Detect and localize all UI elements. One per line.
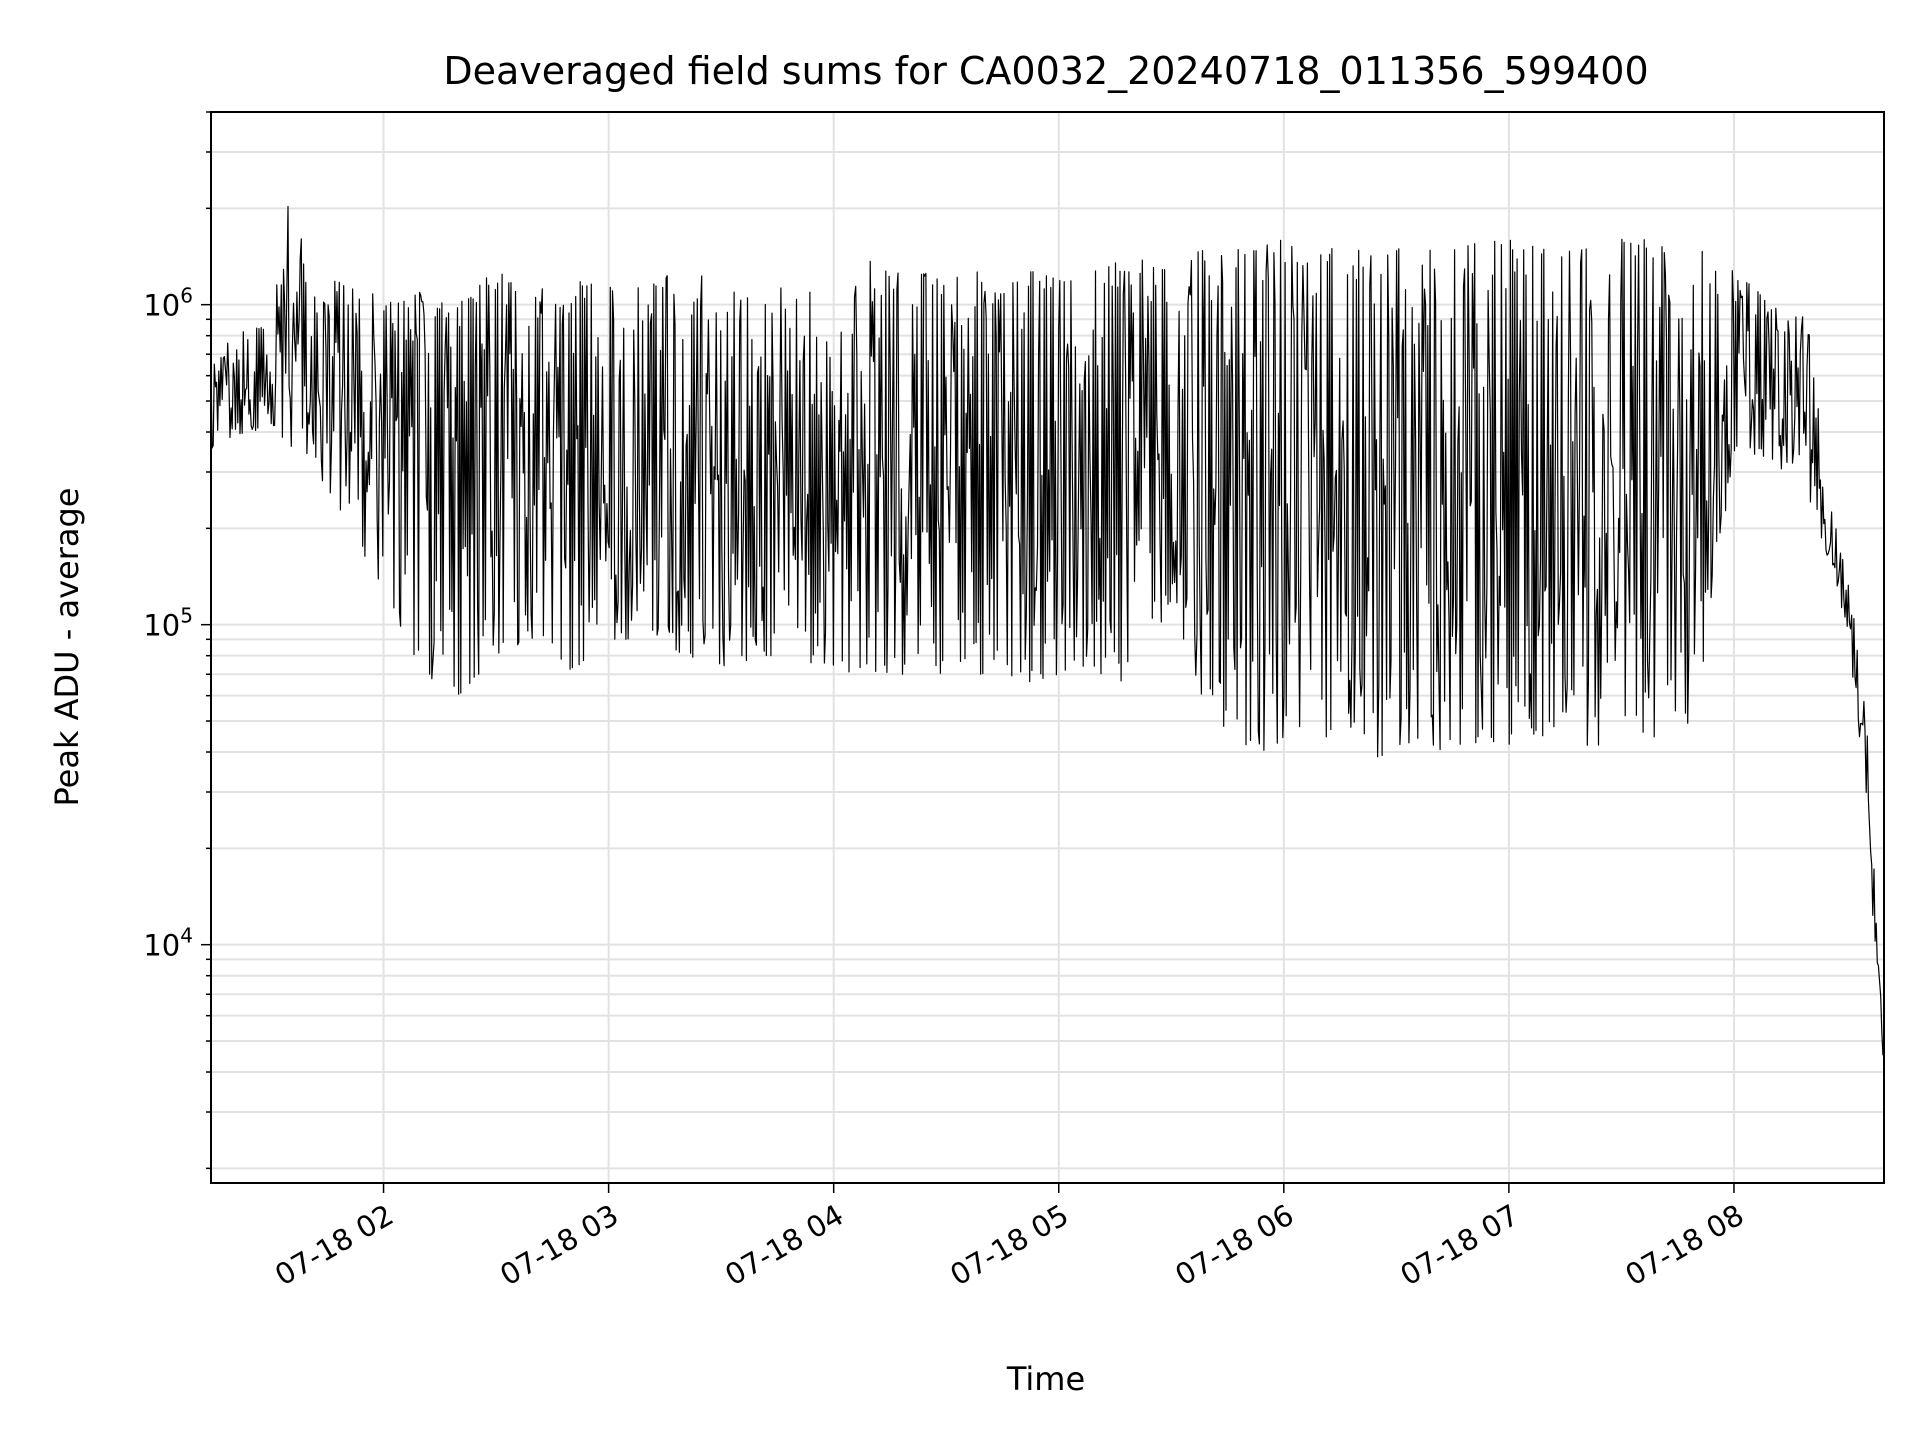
- chart-title: Deaveraged field sums for CA0032_2024071…: [443, 49, 1648, 93]
- plot-frame: [210, 111, 1885, 1184]
- x-axis-title: Time: [1006, 1360, 1085, 1398]
- y-tick-label: 106: [143, 284, 193, 323]
- grid: [211, 111, 1884, 1183]
- series-line: [210, 205, 1885, 1056]
- y-tick-label: 105: [143, 604, 193, 643]
- series-layer: [210, 205, 1885, 1056]
- y-axis-title: Peak ADU - average: [48, 488, 86, 807]
- y-axis: 104 105 106: [143, 111, 211, 1170]
- y-tick-label: 104: [143, 924, 193, 963]
